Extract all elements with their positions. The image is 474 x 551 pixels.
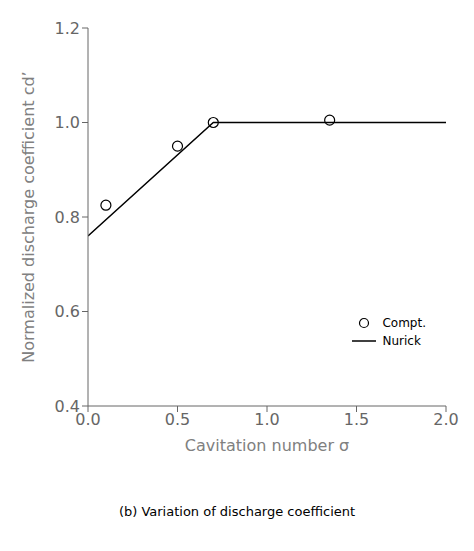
svg-text:1.0: 1.0 [55,113,80,132]
html-text:Nurick: Nurick [382,334,421,348]
html-text:(b) Variation of discharge coe: (b) Variation of discharge coefficient [118,504,356,519]
svg-text:0.4: 0.4 [55,397,80,416]
html-text:Compt.: Compt. [382,316,426,330]
svg-text:0.6: 0.6 [55,302,80,321]
svg-text:0.0: 0.0 [75,410,101,430]
svg-text:Cavitation number σ: Cavitation number σ [185,436,349,455]
svg-text:2.0: 2.0 [433,410,458,429]
svg-text:0.8: 0.8 [55,208,80,227]
svg-text:1.0: 1.0 [254,410,279,429]
svg-text:Normalized discharge coefficie: Normalized discharge coefficient cd’ [19,71,38,362]
svg-text:1.5: 1.5 [344,410,369,429]
svg-text:1.2: 1.2 [55,19,80,38]
svg-text:0.5: 0.5 [165,410,190,429]
